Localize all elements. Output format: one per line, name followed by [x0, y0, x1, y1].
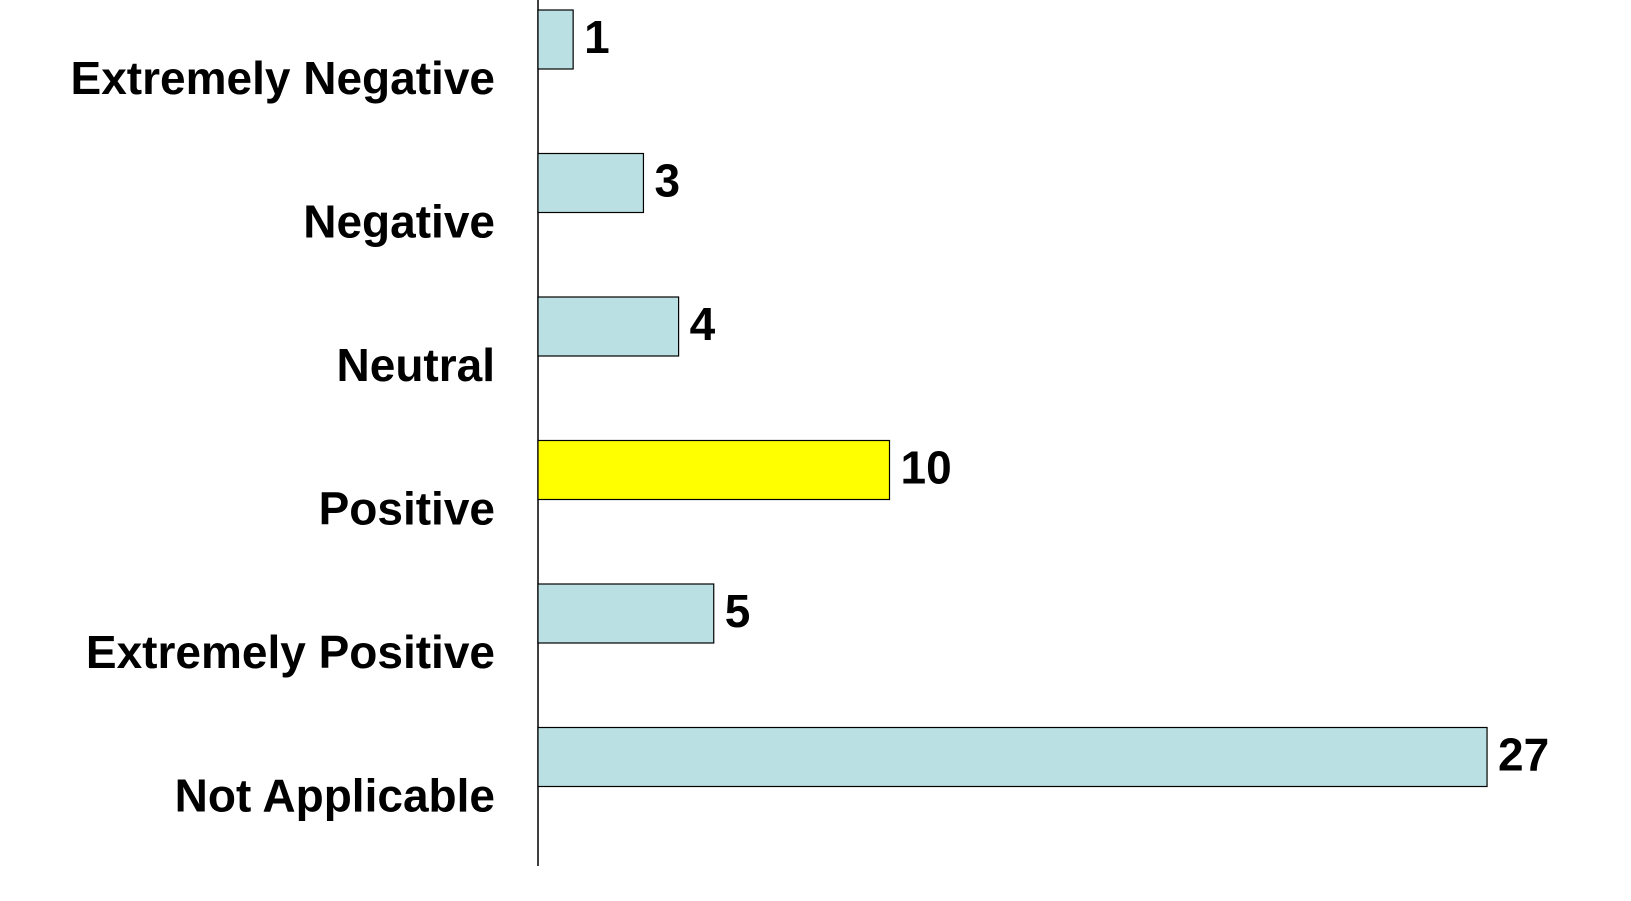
bar	[537, 583, 715, 644]
bar	[537, 9, 574, 70]
bar	[537, 152, 645, 214]
category-label: Positive	[319, 483, 495, 535]
category-label: Neutral	[337, 339, 495, 391]
bar	[537, 439, 891, 501]
category-label: Not Applicable	[175, 770, 495, 822]
category-label: Extremely Positive	[86, 626, 495, 678]
bar	[537, 726, 1488, 788]
value-label: 4	[690, 298, 716, 350]
bar	[537, 296, 680, 357]
value-label: 3	[654, 155, 680, 207]
value-label: 1	[584, 11, 610, 63]
value-label: 27	[1498, 729, 1549, 781]
value-label: 10	[901, 442, 952, 494]
value-label: 5	[725, 585, 751, 637]
category-label: Negative	[303, 196, 495, 248]
category-label: Extremely Negative	[71, 52, 495, 104]
